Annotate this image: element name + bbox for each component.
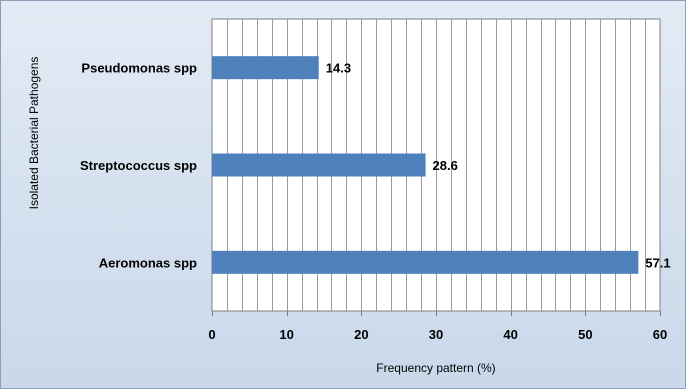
- x-axis-title: Frequency pattern (%): [376, 361, 495, 375]
- data-label: 57.1: [645, 255, 670, 270]
- x-tick-label: 60: [653, 327, 667, 342]
- x-tick-label: 50: [578, 327, 592, 342]
- x-tick-label: 10: [279, 327, 293, 342]
- data-labels: 14.3 28.6 57.1: [326, 61, 671, 271]
- bar: [212, 56, 319, 80]
- bar: [212, 153, 426, 177]
- data-label: 28.6: [433, 158, 458, 173]
- category-label: Pseudomonas spp: [81, 61, 197, 76]
- x-tick-label: 40: [503, 327, 517, 342]
- bar: [212, 250, 639, 274]
- data-label: 14.3: [326, 61, 351, 76]
- bars: [212, 56, 639, 274]
- category-labels: Pseudomonas spp Streptococcus spp Aeromona…: [80, 61, 197, 271]
- y-axis-title: Isolated Bacterial Pathogens: [27, 57, 41, 210]
- category-label: Aeromonas spp: [99, 255, 197, 270]
- x-tick-label: 30: [429, 327, 443, 342]
- x-tick-labels: 0 10 20 30 40 50 60: [208, 311, 667, 342]
- category-label: Streptococcus spp: [80, 158, 197, 173]
- x-tick-label: 20: [354, 327, 368, 342]
- x-tick-label: 0: [208, 327, 215, 342]
